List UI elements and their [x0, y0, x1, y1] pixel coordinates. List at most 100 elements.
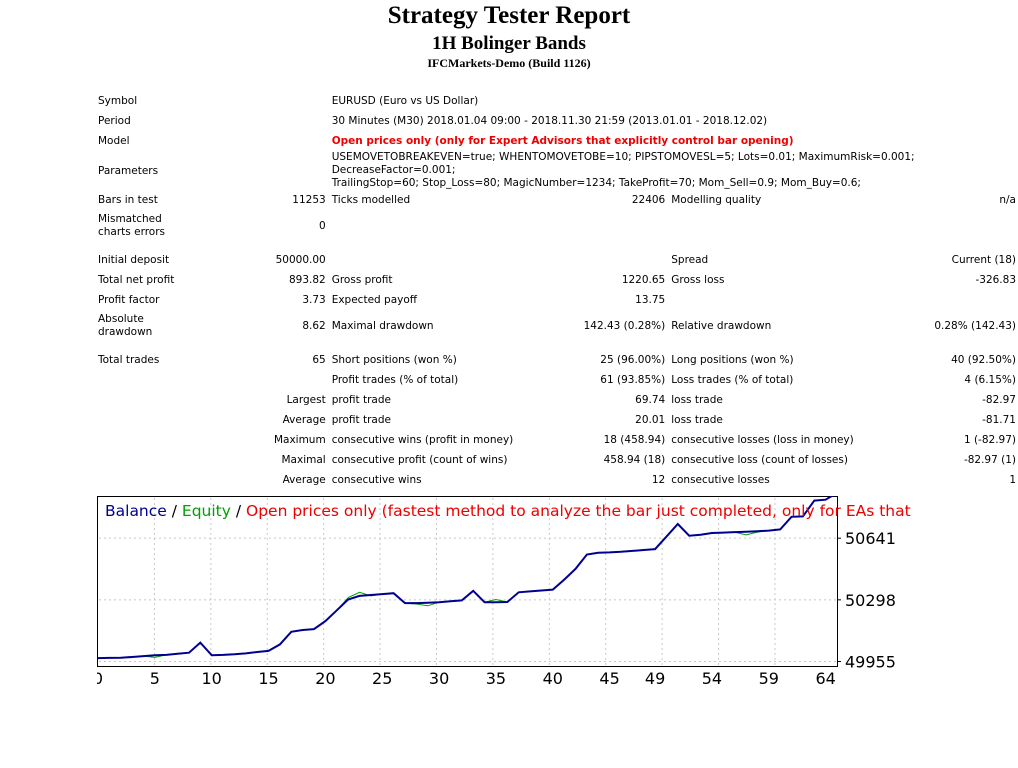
report-table: Symbol EURUSD (Euro vs US Dollar) Period… — [94, 91, 1018, 490]
parameters-line-2: TrailingStop=60; Stop_Loss=80; MagicNumb… — [331, 177, 861, 189]
bars-label: Bars in test — [98, 194, 158, 206]
parameters-label: Parameters — [98, 164, 159, 177]
largest-profit-label: profit trade — [331, 394, 391, 406]
ticks-label: Ticks modelled — [331, 194, 411, 206]
row-model: Model Open prices only (only for Expert … — [94, 131, 1018, 151]
maximal-cons-loss-value: -82.97 (1) — [963, 454, 1016, 466]
x-tick-label: 25 — [372, 669, 392, 688]
row-symbol: Symbol EURUSD (Euro vs US Dollar) — [94, 91, 1018, 111]
balance-equity-chart: 49955 50298 50641 0 5 10 15 20 25 30 35 40 45 49 54 59 6… — [97, 496, 911, 688]
maximal-cons-profit-value: 458.94 (18) — [603, 454, 666, 466]
rel-drawdown-label: Relative drawdown — [671, 320, 772, 332]
x-tick-label: 0 — [97, 669, 103, 688]
max-cons-losses-label: consecutive losses (loss in money) — [671, 434, 854, 446]
row-net-profit: Total net profit 893.82 Gross profit 122… — [94, 270, 1018, 290]
mismatch-label-line-2: charts errors — [98, 226, 165, 238]
net-profit-value: 893.82 — [288, 274, 326, 286]
row-total-trades: Total trades 65 Short positions (won %) … — [94, 350, 1018, 370]
report-title: Strategy Tester Report — [387, 2, 631, 29]
row-average-consecutive: Average consecutive wins 12 consecutive … — [94, 470, 1018, 490]
largest-loss-label: loss trade — [671, 394, 723, 406]
average2-label: Average — [282, 474, 326, 486]
row-maximal: Maximal consecutive profit (count of win… — [94, 450, 1018, 470]
avg-cons-losses-label: consecutive losses — [671, 474, 770, 486]
payoff-label: Expected payoff — [331, 294, 418, 306]
mismatch-label: Mismatched charts errors — [94, 210, 197, 242]
x-tick-label: 49 — [645, 669, 665, 688]
short-positions-value: 25 (96.00%) — [600, 354, 666, 366]
row-profit-trades: Profit trades (% of total) 61 (93.85%) L… — [94, 370, 1018, 390]
x-tick-label: 64 — [815, 669, 835, 688]
avg-cons-wins-value: 12 — [651, 474, 666, 486]
row-mismatch: Mismatched charts errors 0 — [94, 210, 1018, 242]
quality-label: Modelling quality — [671, 194, 762, 206]
abs-drawdown-label-line-1: Absolute — [98, 313, 144, 325]
profit-factor-label: Profit factor — [98, 294, 160, 306]
gross-loss-value: -326.83 — [975, 274, 1016, 286]
x-tick-label: 15 — [258, 669, 278, 688]
x-tick-label: 54 — [702, 669, 722, 688]
symbol-value: EURUSD (Euro vs US Dollar) — [331, 95, 479, 107]
maximal-cons-loss-label: consecutive loss (count of losses) — [671, 454, 848, 466]
x-tick-label: 5 — [150, 669, 160, 688]
report-server: IFCMarkets-Demo (Build 1126) — [427, 56, 591, 70]
profit-trades-value: 61 (93.85%) — [600, 374, 666, 386]
total-trades-value: 65 — [312, 354, 326, 366]
profit-trades-label: Profit trades (% of total) — [331, 374, 459, 386]
row-average: Average profit trade 20.01 loss trade -8… — [94, 410, 1018, 430]
max-drawdown-value: 142.43 (0.28%) — [583, 320, 666, 332]
loss-trades-label: Loss trades (% of total) — [671, 374, 794, 386]
period-label: Period — [98, 115, 131, 127]
balance-series-line — [97, 496, 834, 660]
short-positions-label: Short positions (won %) — [331, 354, 457, 366]
average-loss-value: -81.71 — [982, 414, 1016, 426]
abs-drawdown-label-line-2: drawdown — [98, 326, 153, 338]
x-tick-label: 20 — [315, 669, 335, 688]
maximum-label: Maximum — [273, 434, 326, 446]
model-label: Model — [98, 135, 130, 147]
avg-cons-losses-value: 1 — [1009, 474, 1016, 486]
row-parameters: Parameters USEMOVETOBREAKEVEN=true; WHEN… — [94, 151, 1018, 190]
row-profit-factor: Profit factor 3.73 Expected payoff 13.75 — [94, 290, 1018, 310]
average-loss-label: loss trade — [671, 414, 723, 426]
legend-equity: Equity — [182, 502, 231, 520]
row-drawdown: Absolute drawdown 8.62 Maximal drawdown … — [94, 310, 1018, 342]
bars-value: 11253 — [292, 194, 326, 206]
y-tick-label: 50298 — [845, 591, 896, 610]
payoff-value: 13.75 — [635, 294, 666, 306]
symbol-label: Symbol — [98, 95, 138, 107]
quality-value: n/a — [999, 194, 1016, 206]
parameters-value: USEMOVETOBREAKEVEN=true; WHENTOMOVETOBE=… — [328, 151, 1018, 190]
parameters-line-1: USEMOVETOBREAKEVEN=true; WHENTOMOVETOBE=… — [331, 151, 915, 176]
mismatch-label-line-1: Mismatched — [98, 213, 162, 225]
max-cons-wins-value: 18 (458.94) — [603, 434, 666, 446]
row-maximum: Maximum consecutive wins (profit in mone… — [94, 430, 1018, 450]
chart-legend: Balance / Equity / Open prices only (fas… — [105, 502, 911, 520]
row-deposit: Initial deposit 50000.00 Spread Current … — [94, 250, 1018, 270]
gross-loss-label: Gross loss — [671, 274, 725, 286]
spread-value: Current (18) — [951, 254, 1016, 266]
y-tick-label: 50641 — [845, 529, 896, 548]
long-positions-value: 40 (92.50%) — [951, 354, 1016, 366]
abs-drawdown-label: Absolute drawdown — [94, 310, 197, 342]
total-trades-label: Total trades — [98, 354, 160, 366]
maximal-label: Maximal — [281, 454, 326, 466]
gross-profit-value: 1220.65 — [621, 274, 666, 286]
x-tick-label: 40 — [543, 669, 563, 688]
gross-profit-label: Gross profit — [331, 274, 393, 286]
max-cons-wins-label: consecutive wins (profit in money) — [331, 434, 514, 446]
row-period: Period 30 Minutes (M30) 2018.01.04 09:00… — [94, 111, 1018, 131]
chart-frame — [97, 496, 838, 667]
deposit-label: Initial deposit — [98, 254, 170, 266]
x-tick-label: 10 — [202, 669, 222, 688]
legend-balance: Balance — [105, 502, 167, 520]
largest-label: Largest — [286, 394, 326, 406]
avg-cons-wins-label: consecutive wins — [331, 474, 422, 486]
loss-trades-value: 4 (6.15%) — [964, 374, 1016, 386]
average-profit-value: 20.01 — [635, 414, 666, 426]
largest-profit-value: 69.74 — [635, 394, 666, 406]
legend-model-note: Open prices only (fastest method to anal… — [246, 502, 911, 520]
row-largest: Largest profit trade 69.74 loss trade -8… — [94, 390, 1018, 410]
ticks-value: 22406 — [631, 194, 666, 206]
max-cons-losses-value: 1 (-82.97) — [963, 434, 1016, 446]
